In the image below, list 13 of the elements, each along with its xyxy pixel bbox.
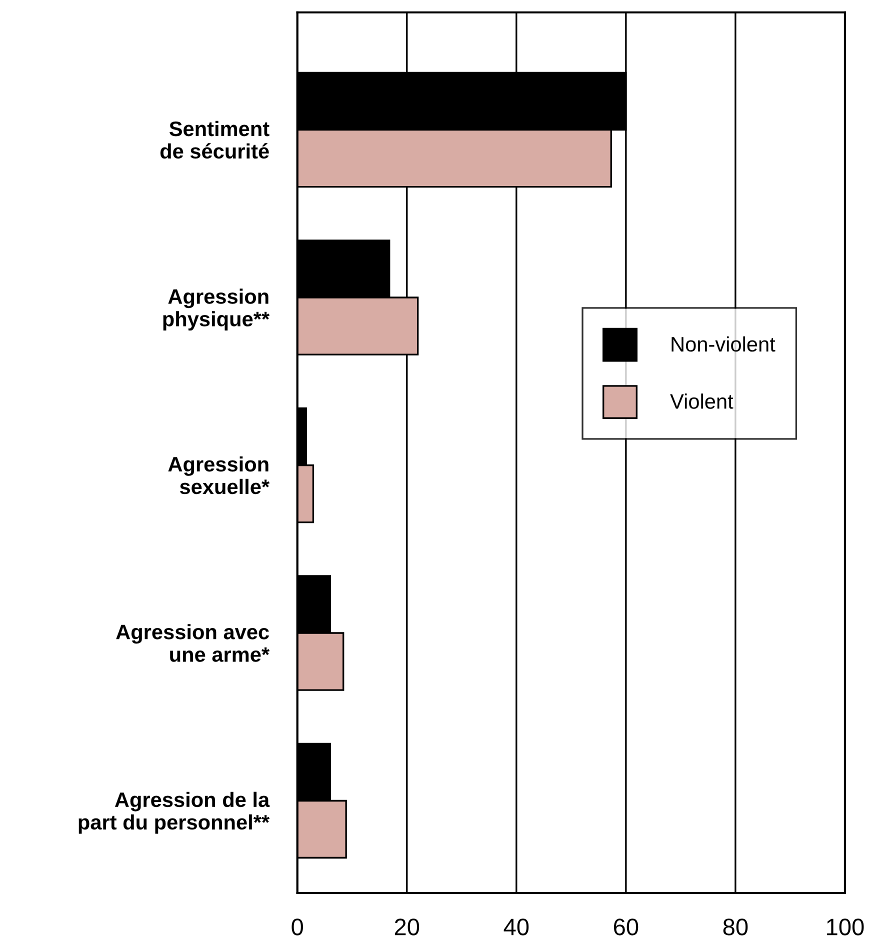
y-tick-label: Agression de la part du personnel** bbox=[78, 792, 270, 834]
y-tick-label: Agression physique** bbox=[163, 288, 270, 331]
legend-label: Non-violent bbox=[672, 336, 776, 352]
y-tick-label: Agression sexuelle* bbox=[168, 456, 270, 494]
x-tick-label: 0 bbox=[292, 918, 303, 936]
x-tick-label: 40 bbox=[504, 918, 529, 936]
legend-label: Violent bbox=[670, 394, 734, 409]
x-tick-label: 100 bbox=[827, 918, 864, 936]
y-tick-label: Sentiment de sécurité bbox=[160, 120, 270, 159]
x-tick-label: 60 bbox=[614, 918, 638, 936]
y-tick-label: Agression avec une arme* bbox=[116, 624, 270, 662]
x-tick-label: 80 bbox=[723, 918, 748, 936]
x-tick-label: 20 bbox=[394, 918, 420, 936]
